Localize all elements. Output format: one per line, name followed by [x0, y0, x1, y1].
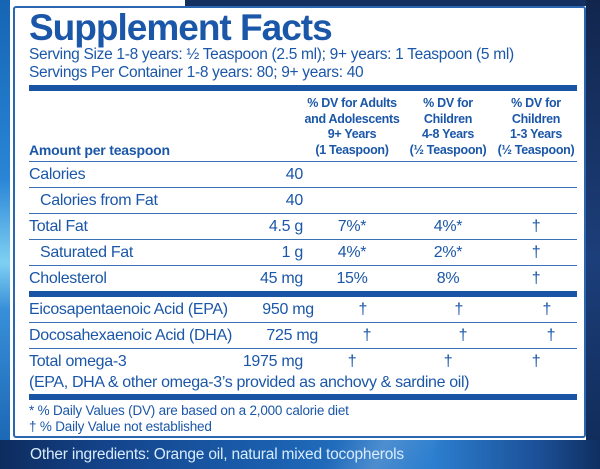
nutrient-row-cholesterol: Cholesterol 45 mg 15% 8% †	[29, 266, 577, 291]
row-divider	[29, 348, 577, 349]
bottle-label-right-edge	[586, 0, 600, 469]
bottle-label-top-edge	[185, 0, 600, 6]
thick-divider-bottom	[29, 394, 577, 400]
other-ingredients-text: Other ingredients: Orange oil, natural m…	[30, 445, 404, 463]
nutrient-amount: 950 mg	[262, 300, 314, 318]
dv-1-3: †	[546, 326, 556, 344]
bottle-label-left-edge	[0, 0, 10, 469]
other-ingredients-band: Other ingredients: Orange oil, natural m…	[0, 440, 600, 469]
column-header-line: Children	[423, 111, 473, 126]
column-header-9plus-years: % DV for Adults and Adolescents 9+ Years…	[303, 96, 401, 158]
dv-9plus: †	[358, 300, 368, 318]
omega3-source-note: (EPA, DHA & other omega-3’s provided as …	[29, 374, 470, 391]
dv-9plus: †	[362, 326, 372, 344]
column-header-line: % DV for	[511, 96, 561, 110]
nutrient-name: Total Fat	[29, 217, 88, 235]
nutrient-amount: 45 mg	[260, 269, 303, 287]
nutrient-name: Calories	[29, 165, 86, 183]
supplement-facts-panel: Supplement Facts Serving Size 1-8 years:…	[13, 6, 586, 438]
nutrient-name: Saturated Fat	[40, 243, 134, 261]
row-divider	[29, 265, 577, 266]
nutrient-row-calories-from-fat: Calories from Fat 40	[29, 188, 577, 213]
row-divider	[29, 187, 577, 188]
dv-4-8: 8%	[436, 269, 460, 287]
column-header-line: 1-3 Years	[510, 127, 562, 141]
column-header-line: Children	[511, 111, 561, 126]
nutrient-amount: 725 mg	[266, 326, 318, 344]
column-header-line: (½ Teaspoon)	[497, 142, 575, 157]
panel-title: Supplement Facts	[29, 7, 333, 48]
nutrient-name: Calories from Fat	[40, 191, 158, 209]
column-header-line: % DV for	[423, 96, 473, 110]
dv-1-3: †	[542, 300, 552, 318]
column-header-1-3-years: % DV for Children 1-3 Years (½ Teaspoon)	[495, 96, 577, 158]
column-header-line: 4-8 Years	[422, 127, 474, 141]
nutrient-row-calories: Calories 40	[29, 162, 577, 187]
column-header-line: and Adolescents	[304, 111, 400, 126]
nutrient-row-total-omega3: Total omega-3 1975 mg † † †	[29, 349, 577, 374]
dv-9plus: 7%*	[337, 217, 367, 235]
nutrient-amount: 1975 mg	[242, 352, 303, 370]
thick-divider-top	[29, 85, 577, 91]
footnote-daily-value: * % Daily Values (DV) are based on a 2,0…	[29, 403, 349, 418]
dv-9plus: †	[347, 352, 357, 370]
dv-1-3: †	[531, 243, 541, 261]
dv-9plus: 4%*	[337, 243, 367, 261]
dv-1-3: †	[531, 352, 541, 370]
nutrient-amount: 40	[285, 191, 304, 209]
dv-4-8: †	[443, 352, 453, 370]
column-header-line: (1 Teaspoon)	[315, 142, 389, 157]
nutrient-amount: 4.5 g	[268, 217, 303, 235]
dv-4-8: 4%*	[433, 217, 463, 235]
dv-4-8: †	[458, 326, 468, 344]
column-header-row: Amount per teaspoon % DV for Adults and …	[29, 91, 577, 161]
row-divider	[29, 322, 577, 323]
column-header-4-8-years: % DV for Children 4-8 Years (½ Teaspoon)	[401, 96, 495, 158]
nutrient-row-total-fat: Total Fat 4.5 g 7%* 4%* †	[29, 214, 577, 239]
nutrient-name: Eicosapentaenoic Acid (EPA)	[29, 300, 228, 318]
dv-9plus: 15%	[336, 269, 368, 287]
nutrient-name: Total omega-3	[29, 352, 127, 370]
serving-size-text: Serving Size 1-8 years: ½ Teaspoon (2.5 …	[29, 46, 514, 63]
nutrient-name: Docosahexaenoic Acid (DHA)	[29, 326, 232, 344]
thick-divider-middle	[29, 291, 577, 297]
amount-per-teaspoon-header: Amount per teaspoon	[29, 142, 170, 158]
nutrient-row-epa: Eicosapentaenoic Acid (EPA) 950 mg † † †	[29, 297, 577, 322]
nutrient-amount: 40	[285, 165, 304, 183]
column-header-line: 9+ Years	[327, 127, 377, 141]
footnotes: * % Daily Values (DV) are based on a 2,0…	[29, 400, 577, 434]
footnote-not-established: † % Daily Value not established	[29, 418, 212, 434]
row-divider	[29, 239, 577, 240]
dv-1-3: †	[531, 217, 541, 235]
dv-1-3: †	[531, 269, 541, 287]
nutrient-name: Cholesterol	[29, 269, 107, 287]
nutrient-amount: 1 g	[281, 243, 304, 261]
row-divider	[29, 161, 577, 162]
nutrient-row-saturated-fat: Saturated Fat 1 g 4%* 2%* †	[29, 240, 577, 265]
servings-per-container-text: Servings Per Container 1-8 years: 80; 9+…	[29, 64, 364, 81]
row-divider	[29, 213, 577, 214]
column-header-line: (½ Teaspoon)	[409, 142, 487, 157]
dv-4-8: 2%*	[433, 243, 463, 261]
column-header-line: % DV for Adults	[307, 96, 397, 110]
nutrient-row-dha: Docosahexaenoic Acid (DHA) 725 mg † † †	[29, 323, 577, 348]
dv-4-8: †	[454, 300, 464, 318]
